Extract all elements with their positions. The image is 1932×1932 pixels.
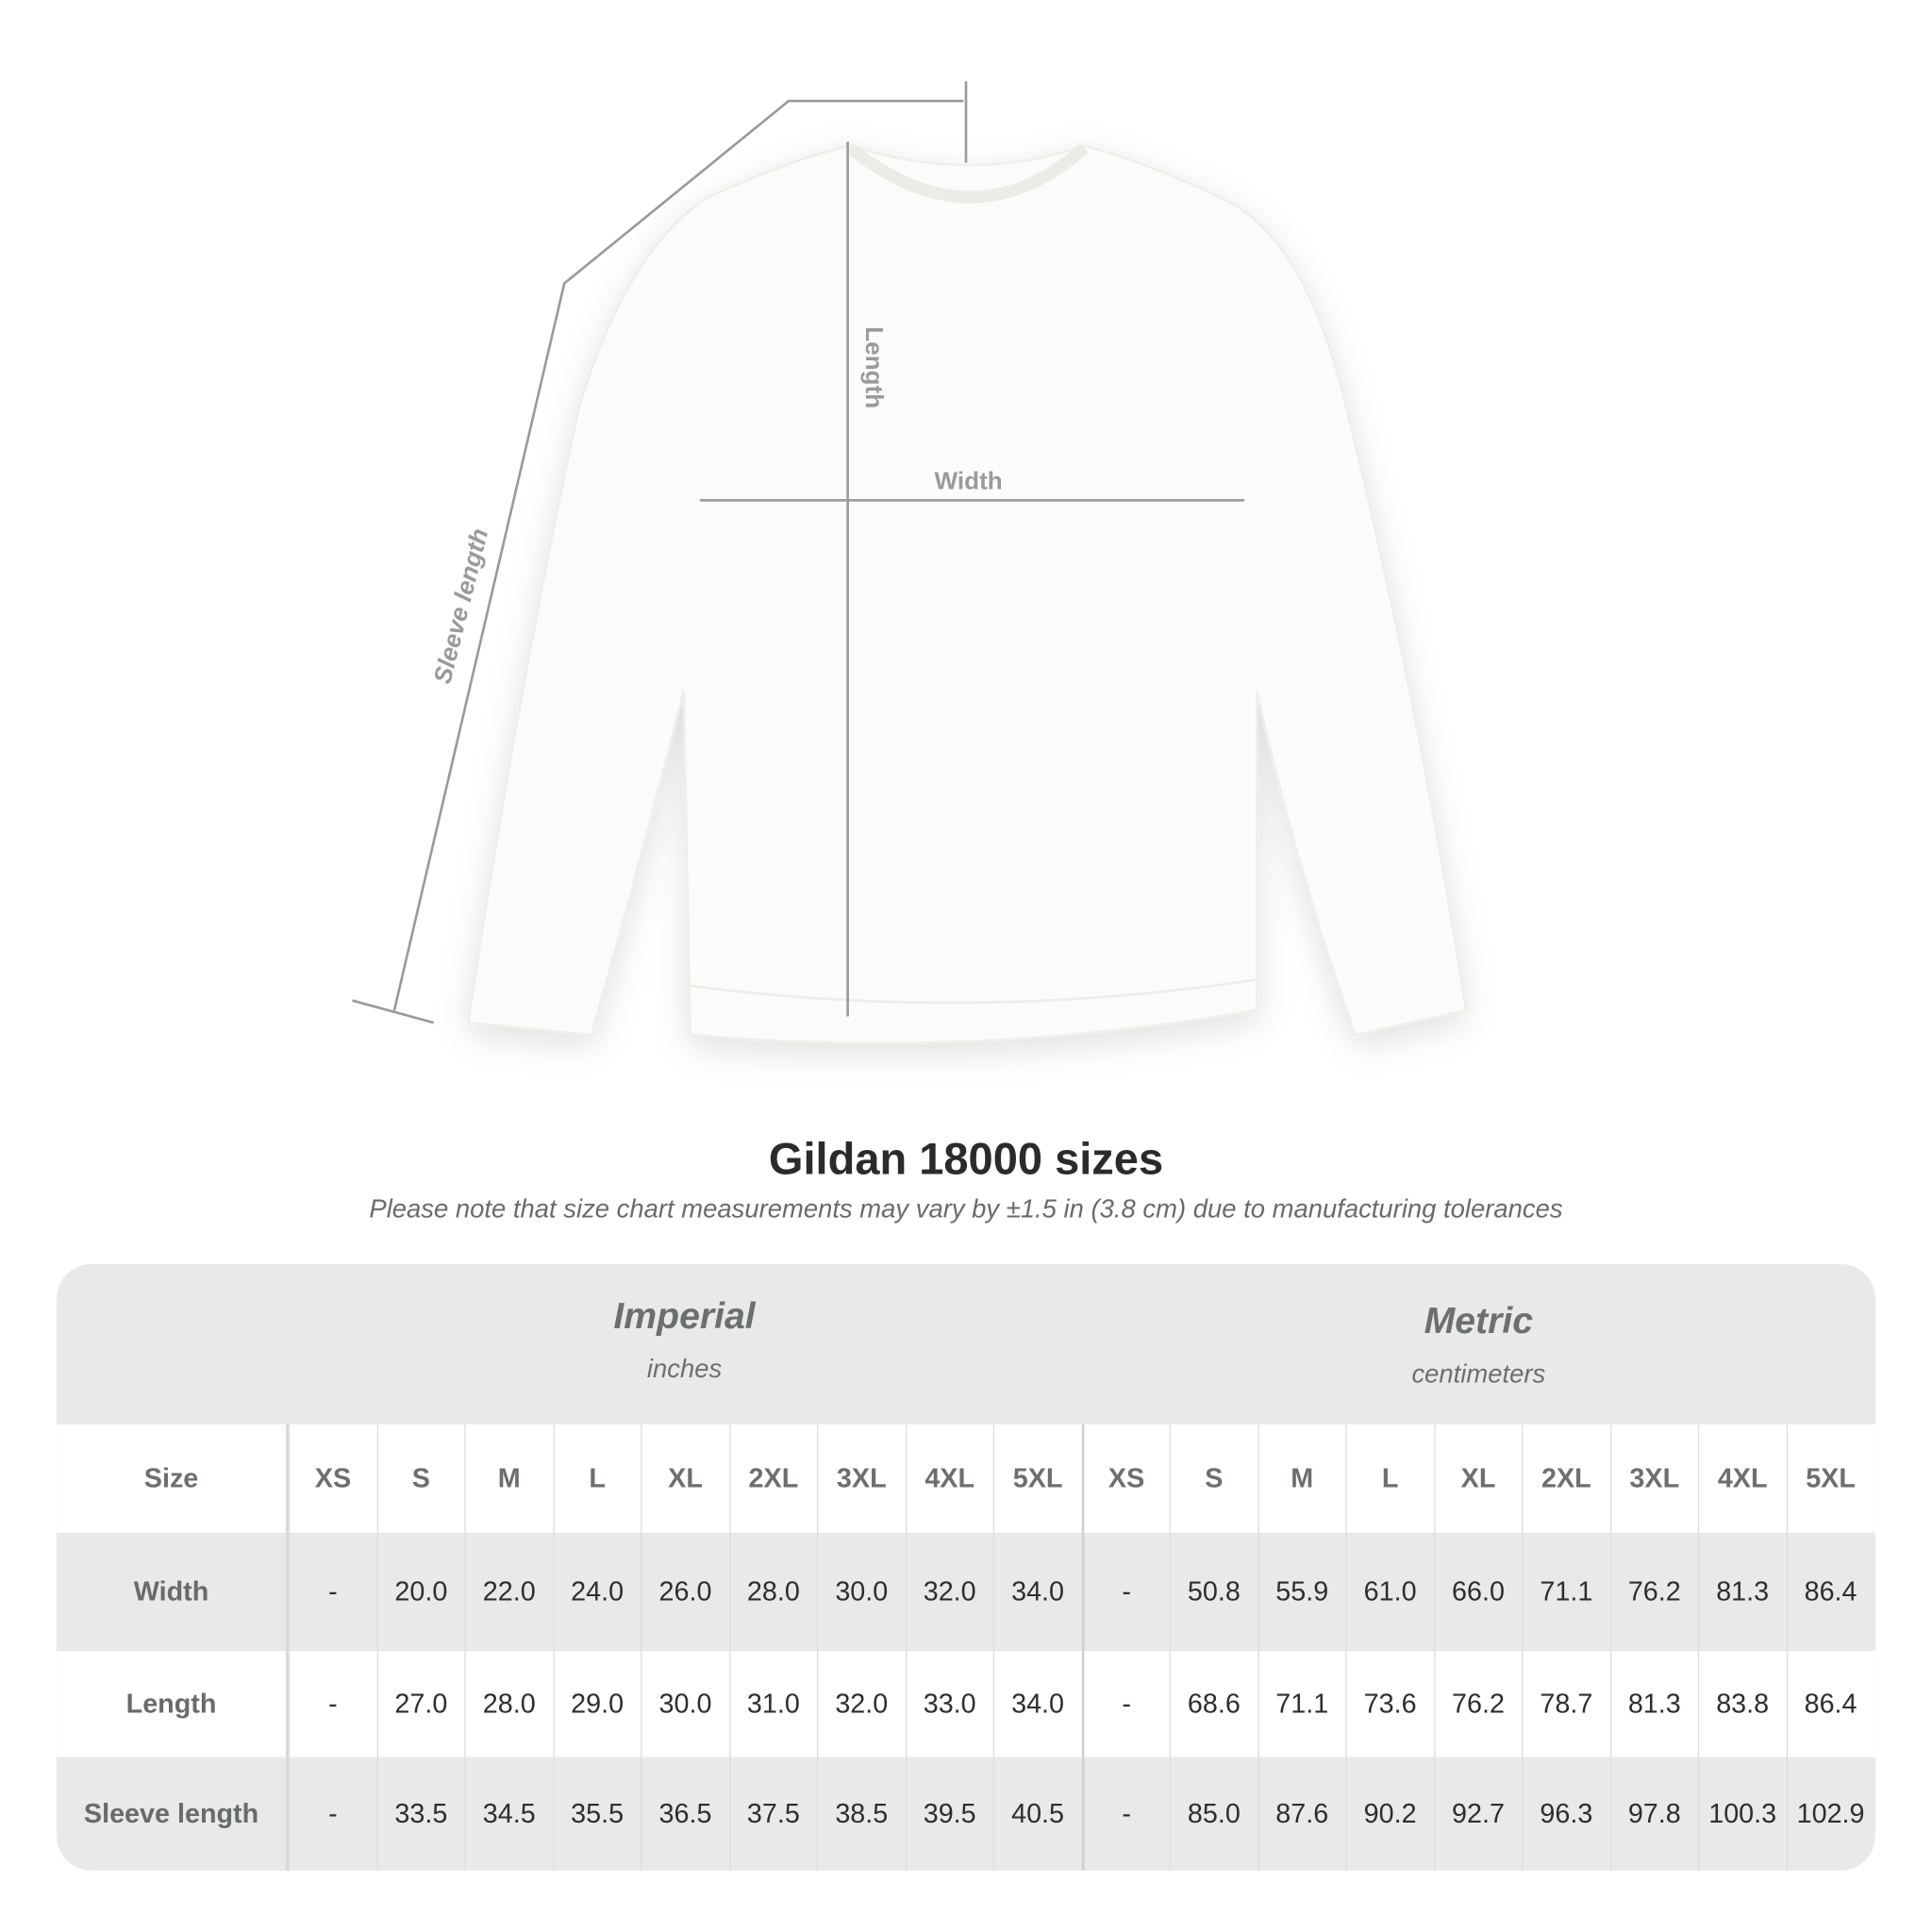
sweatshirt-diagram: Length Width Sleeve length (352, 81, 1468, 1045)
cell-imperial: 28.0 (464, 1651, 552, 1757)
imperial-unit: inches (646, 1355, 723, 1384)
cell-metric: 97.8 (1609, 1757, 1697, 1871)
row-label: Sleeve length (57, 1757, 289, 1871)
cell-imperial: 39.5 (905, 1757, 992, 1871)
cell-metric: 86.4 (1786, 1651, 1874, 1757)
cell-metric: 71.1 (1257, 1651, 1345, 1757)
size-header-metric: XL (1433, 1424, 1522, 1533)
cell-imperial: 30.0 (816, 1532, 905, 1652)
cell-imperial: 36.5 (641, 1757, 728, 1871)
cell-imperial: 33.0 (905, 1651, 992, 1757)
cell-imperial: 37.5 (728, 1757, 817, 1871)
table-header (57, 1264, 1875, 1424)
cell-metric: 92.7 (1433, 1757, 1522, 1871)
cell-metric: 55.9 (1257, 1532, 1345, 1652)
cell-imperial: - (288, 1651, 376, 1757)
size-table: Imperial inches Metric centimeters Size X… (57, 1264, 1875, 1871)
cell-imperial: 34.0 (992, 1532, 1081, 1652)
size-header-imperial: L (552, 1424, 641, 1533)
cell-imperial: 33.5 (376, 1757, 464, 1871)
cell-metric: 68.6 (1169, 1651, 1257, 1757)
cell-imperial: 38.5 (816, 1757, 905, 1871)
metric-title: Metric (1424, 1301, 1534, 1342)
cell-imperial: 26.0 (641, 1532, 728, 1652)
size-header-metric: 3XL (1609, 1424, 1697, 1533)
row-label: Width (57, 1532, 289, 1652)
tolerance-note: Please note that size chart measurements… (369, 1194, 1563, 1224)
cell-imperial: 24.0 (552, 1532, 641, 1652)
cell-metric: 66.0 (1433, 1532, 1522, 1652)
cell-metric: 81.3 (1697, 1532, 1786, 1652)
cell-imperial: 32.0 (905, 1532, 992, 1652)
table-row: Sleeve length -33.5 34.5 35.5 36.5 37.5 38.5 39… (57, 1757, 1875, 1871)
cell-imperial: 27.0 (376, 1651, 464, 1757)
size-header-imperial: 5XL (992, 1424, 1081, 1533)
row-label: Length (57, 1651, 289, 1757)
cell-imperial: 40.5 (992, 1757, 1081, 1871)
size-header-metric: 4XL (1697, 1424, 1786, 1533)
cell-metric: 87.6 (1257, 1757, 1345, 1871)
measure-lines (352, 81, 1245, 1024)
page-title: Gildan 18000 sizes (768, 1133, 1164, 1185)
width-label: Width (934, 467, 1002, 495)
cell-metric: - (1081, 1757, 1169, 1871)
cell-metric: 73.6 (1345, 1651, 1433, 1757)
table-row: Length -27.0 28.0 29.0 30.0 31.0 32.0 33.0 34.0-… (57, 1651, 1875, 1757)
cell-imperial: - (288, 1532, 376, 1652)
size-header-row: Size XS S M L XL 2XL 3XL 4XL 5XL XS S M L XL 2XL 3XL 4XL 5… (57, 1424, 1875, 1533)
cell-imperial: 30.0 (641, 1651, 728, 1757)
cell-metric: 76.2 (1433, 1651, 1522, 1757)
metric-group: Metric centimeters (1082, 1301, 1875, 1390)
cell-imperial: 29.0 (552, 1651, 641, 1757)
cell-metric: 50.8 (1169, 1532, 1257, 1652)
size-header-imperial: 3XL (816, 1424, 905, 1533)
cell-imperial: - (288, 1757, 376, 1871)
cell-metric: 78.7 (1522, 1651, 1609, 1757)
size-header-imperial: S (376, 1424, 464, 1533)
size-header-imperial: 4XL (905, 1424, 992, 1533)
size-header-metric: XS (1081, 1424, 1169, 1533)
row-label: Size (57, 1424, 289, 1533)
cell-imperial: 20.0 (376, 1532, 464, 1652)
cell-metric: 100.3 (1697, 1757, 1786, 1871)
cell-metric: - (1081, 1651, 1169, 1757)
cell-imperial: 34.5 (464, 1757, 552, 1871)
cell-metric: 83.8 (1697, 1651, 1786, 1757)
table-row: Width -20.0 22.0 24.0 26.0 28.0 30.0 32.0 34.0-5… (57, 1532, 1875, 1652)
cell-imperial: 22.0 (464, 1532, 552, 1652)
cell-metric: 86.4 (1786, 1532, 1874, 1652)
cell-imperial: 35.5 (552, 1757, 641, 1871)
cell-metric: 76.2 (1609, 1532, 1697, 1652)
cell-metric: 102.9 (1786, 1757, 1874, 1871)
size-header-imperial: 2XL (728, 1424, 817, 1533)
size-header-metric: S (1169, 1424, 1257, 1533)
size-header-metric: M (1257, 1424, 1345, 1533)
cell-imperial: 32.0 (816, 1651, 905, 1757)
size-header-metric: 2XL (1522, 1424, 1609, 1533)
cell-imperial: 34.0 (992, 1651, 1081, 1757)
imperial-title: Imperial (613, 1296, 756, 1338)
cell-metric: 85.0 (1169, 1757, 1257, 1871)
imperial-group: Imperial inches (289, 1296, 1081, 1385)
cell-metric: 81.3 (1609, 1651, 1697, 1757)
size-header-imperial: M (464, 1424, 552, 1533)
cell-metric: 90.2 (1345, 1757, 1433, 1871)
size-header-imperial: XS (288, 1424, 376, 1533)
cell-metric: 96.3 (1522, 1757, 1609, 1871)
cell-metric: - (1081, 1532, 1169, 1652)
size-header-metric: 5XL (1786, 1424, 1874, 1533)
cell-metric: 61.0 (1345, 1532, 1433, 1652)
cell-imperial: 31.0 (728, 1651, 817, 1757)
sleeve-length-label: Sleeve length (427, 525, 493, 687)
length-label: Length (860, 326, 889, 408)
size-header-imperial: XL (641, 1424, 728, 1533)
metric-unit: centimeters (1411, 1359, 1546, 1389)
size-header-metric: L (1345, 1424, 1433, 1533)
sweatshirt-image (466, 142, 1468, 1045)
cell-metric: 71.1 (1522, 1532, 1609, 1652)
cell-imperial: 28.0 (728, 1532, 817, 1652)
